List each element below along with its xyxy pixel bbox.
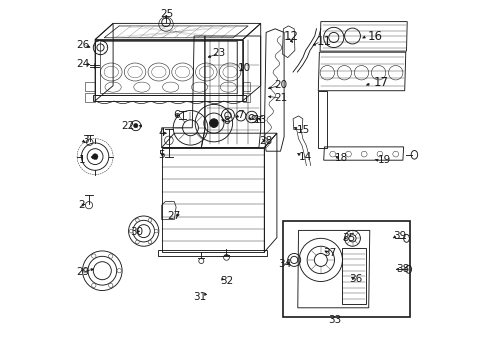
Text: 24: 24	[77, 59, 90, 69]
Text: 22: 22	[121, 121, 134, 131]
Circle shape	[83, 269, 87, 273]
Text: 1: 1	[78, 155, 85, 165]
Text: 26: 26	[77, 40, 90, 50]
Text: 36: 36	[349, 274, 362, 284]
Text: 13: 13	[253, 114, 266, 125]
Circle shape	[91, 283, 96, 288]
Circle shape	[135, 219, 139, 222]
Circle shape	[129, 229, 133, 233]
Text: 2: 2	[78, 200, 85, 210]
Circle shape	[154, 229, 158, 233]
Text: 15: 15	[297, 125, 310, 135]
Text: 19: 19	[378, 155, 391, 165]
Text: 17: 17	[373, 76, 388, 89]
Text: 4: 4	[158, 128, 164, 138]
Text: 16: 16	[366, 30, 382, 42]
Text: 38: 38	[395, 264, 408, 274]
Text: 27: 27	[167, 211, 181, 221]
Circle shape	[148, 240, 151, 244]
Text: 39: 39	[392, 231, 405, 241]
Text: 29: 29	[77, 267, 90, 277]
Text: 10: 10	[238, 63, 250, 73]
Circle shape	[91, 254, 96, 258]
Text: 23: 23	[212, 48, 225, 58]
Text: 35: 35	[342, 233, 355, 243]
Text: 25: 25	[160, 9, 173, 19]
Circle shape	[108, 254, 113, 258]
Text: 31: 31	[192, 292, 206, 302]
Circle shape	[209, 119, 218, 127]
Text: 33: 33	[327, 315, 341, 325]
Text: 8: 8	[223, 116, 229, 126]
Circle shape	[148, 219, 151, 222]
Text: 18: 18	[334, 153, 347, 163]
Text: 32: 32	[220, 276, 233, 286]
Text: 37: 37	[323, 248, 336, 258]
Circle shape	[135, 240, 139, 244]
Circle shape	[108, 283, 113, 288]
Bar	[283, 221, 409, 317]
Circle shape	[133, 123, 138, 128]
Text: 20: 20	[273, 80, 286, 90]
Text: 21: 21	[273, 93, 286, 103]
Circle shape	[92, 154, 98, 159]
Text: 6: 6	[172, 110, 179, 120]
Text: 7: 7	[237, 110, 244, 120]
Text: 30: 30	[130, 227, 143, 237]
Circle shape	[117, 269, 121, 273]
Text: 3: 3	[82, 135, 88, 145]
Text: 34: 34	[278, 258, 291, 269]
Text: 28: 28	[259, 136, 272, 146]
Text: 9: 9	[250, 114, 256, 125]
Text: 5: 5	[158, 150, 164, 160]
Text: 14: 14	[299, 152, 312, 162]
Text: 11: 11	[316, 35, 330, 48]
Text: 12: 12	[283, 30, 298, 42]
